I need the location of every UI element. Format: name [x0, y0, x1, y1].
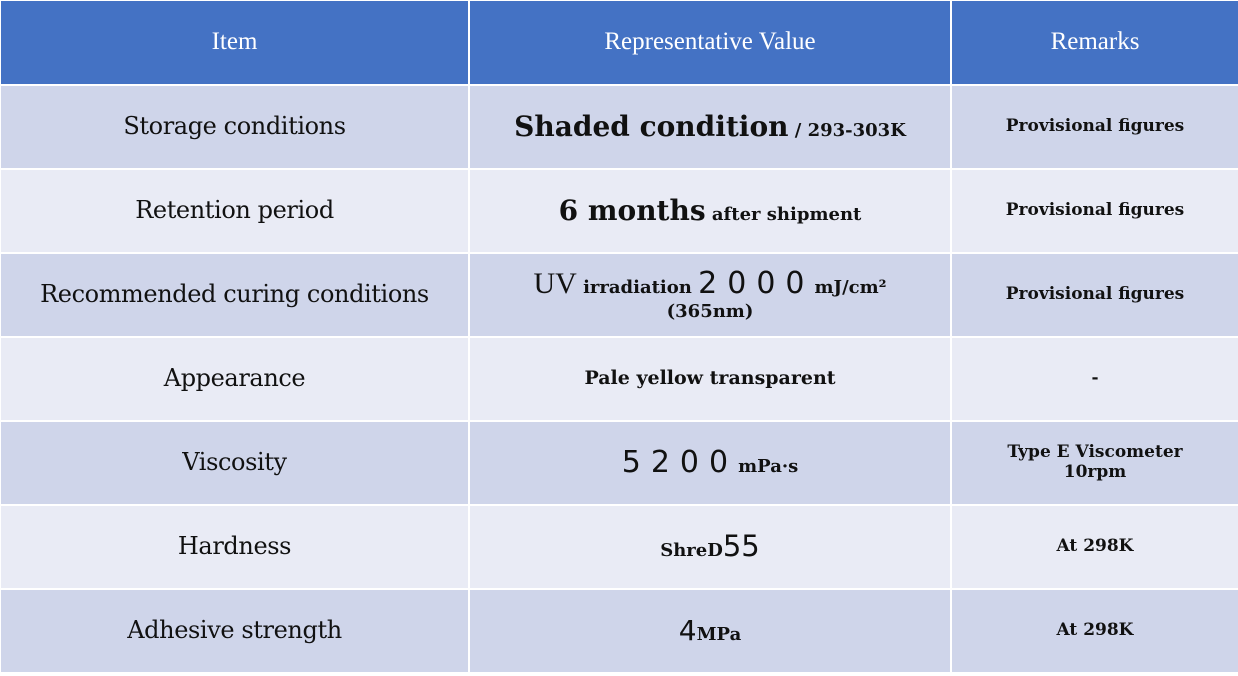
curing-value-prefix: UV: [533, 267, 577, 301]
retention-value-main: 6 months: [558, 193, 706, 227]
adhesive-value-num: 4: [678, 613, 697, 647]
adhesive-value-unit: MPa: [696, 623, 742, 645]
viscosity-remark-line2: 10rpm: [1063, 462, 1127, 482]
row-viscosity-item: Viscosity: [1, 422, 468, 504]
curing-value-num: 2000: [698, 266, 815, 302]
row-retention-remark: Provisional figures: [952, 170, 1238, 252]
header-remarks: Remarks: [952, 1, 1238, 84]
curing-value-unit: mJ/cm²: [814, 277, 887, 299]
row-appearance-value: Pale yellow transparent: [470, 338, 950, 420]
curing-value-line2: (365nm): [666, 300, 754, 322]
header-item: Item: [1, 1, 468, 84]
row-adhesive-item: Adhesive strength: [1, 590, 468, 672]
row-storage-remark: Provisional figures: [952, 86, 1238, 168]
row-curing-value: UV irradiation 2000mJ/cm² (365nm): [470, 254, 950, 336]
viscosity-value-num: 5200: [621, 444, 739, 480]
row-adhesive-value: 4MPa: [470, 590, 950, 672]
storage-value-main: Shaded condition: [514, 109, 789, 143]
row-storage-value: Shaded condition / 293-303K: [470, 86, 950, 168]
row-hardness-value: ShreD55: [470, 506, 950, 588]
row-retention-item: Retention period: [1, 170, 468, 252]
row-curing-remark: Provisional figures: [952, 254, 1238, 336]
row-hardness-item: Hardness: [1, 506, 468, 588]
row-hardness-remark: At 298K: [952, 506, 1238, 588]
header-representative-value: Representative Value: [470, 1, 950, 84]
row-curing-item: Recommended curing conditions: [1, 254, 468, 336]
viscosity-value-unit: mPa·s: [738, 455, 799, 477]
viscosity-remark-line1: Type E Viscometer: [1007, 442, 1183, 463]
row-appearance-remark: -: [952, 338, 1238, 420]
row-storage-item: Storage conditions: [1, 86, 468, 168]
row-adhesive-remark: At 298K: [952, 590, 1238, 672]
storage-value-sub: / 293-303K: [788, 119, 906, 141]
row-retention-value: 6 months after shipment: [470, 170, 950, 252]
hardness-value-num: 55: [722, 529, 760, 564]
hardness-value-prefix: ShreD: [660, 540, 723, 562]
row-viscosity-remark: Type E Viscometer 10rpm: [952, 422, 1238, 504]
row-viscosity-value: 5200mPa·s: [470, 422, 950, 504]
curing-value-mid: irradiation: [576, 277, 699, 299]
retention-value-sub: after shipment: [705, 203, 862, 225]
row-appearance-item: Appearance: [1, 338, 468, 420]
